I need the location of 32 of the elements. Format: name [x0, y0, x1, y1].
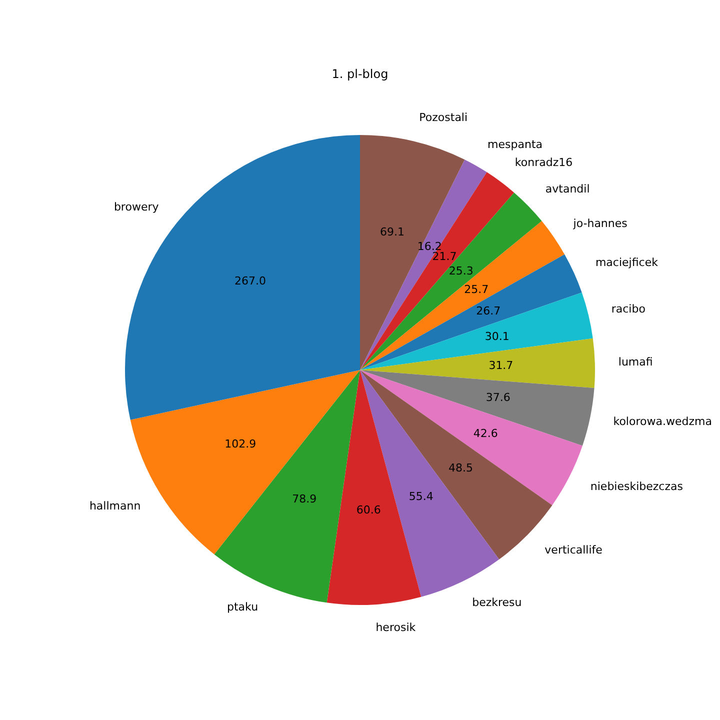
data-label: 69.1 [380, 226, 405, 239]
data-label: 21.7 [432, 250, 457, 263]
slice-label: lumafi [618, 355, 653, 368]
data-label: 78.9 [292, 492, 317, 506]
slice-label: mespanta [488, 138, 543, 152]
data-label: 37.6 [486, 391, 510, 404]
data-label: 60.6 [356, 504, 381, 517]
slice-label: hallmann [89, 500, 141, 513]
data-label: 30.1 [484, 330, 510, 343]
chart-title: 1. pl-blog [332, 67, 388, 82]
data-label: 25.7 [464, 283, 489, 296]
data-label: 42.6 [473, 426, 498, 440]
slice-label: racibo [611, 302, 646, 316]
data-label: 55.4 [408, 490, 434, 503]
slice-label: jo-hannes [572, 216, 628, 230]
slice-label: konradz16 [514, 156, 573, 169]
data-label: 26.7 [476, 304, 501, 318]
slice-label: bezkresu [472, 596, 522, 609]
data-label: 267.0 [234, 274, 266, 288]
slice-label: maciejficek [595, 256, 659, 270]
slice-label: herosik [376, 620, 416, 634]
slice-label: avtandil [545, 182, 590, 196]
slice-label: browery [114, 200, 160, 214]
data-label: 31.7 [488, 358, 514, 372]
slice-label: kolorowa.wedzma [613, 414, 712, 428]
data-label: 48.5 [448, 462, 473, 475]
slice-label: verticallife [544, 544, 603, 557]
slice-label: Pozostali [419, 111, 468, 124]
slice-label: ptaku [227, 600, 258, 614]
data-label: 102.9 [224, 437, 256, 450]
data-label: 25.3 [448, 264, 474, 278]
slice-label: niebieskibezczas [590, 480, 684, 494]
